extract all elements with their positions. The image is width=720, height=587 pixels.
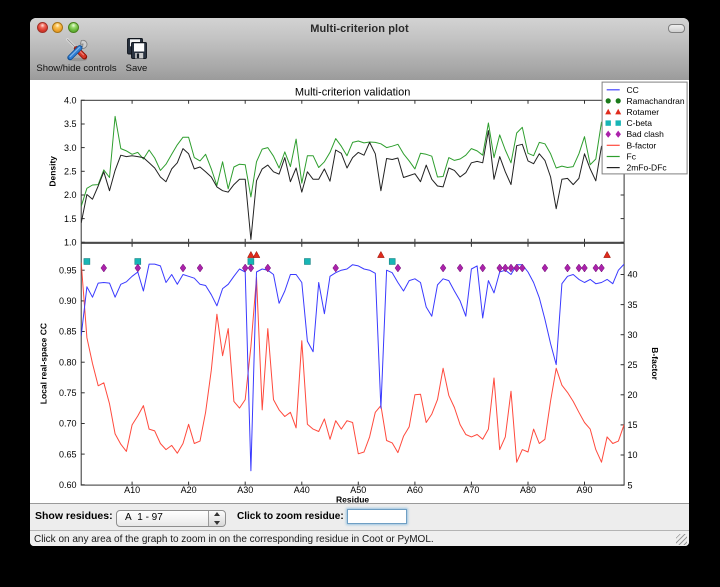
svg-text:0.85: 0.85 — [59, 327, 77, 337]
svg-text:A10: A10 — [124, 485, 140, 495]
svg-text:C-beta: C-beta — [627, 118, 653, 128]
svg-text:10: 10 — [628, 450, 638, 460]
svg-text:0.90: 0.90 — [59, 296, 77, 306]
svg-text:Fc: Fc — [627, 152, 637, 162]
svg-text:2.0: 2.0 — [64, 190, 77, 200]
svg-text:40: 40 — [628, 270, 638, 280]
svg-text:A60: A60 — [407, 485, 423, 495]
svg-text:A20: A20 — [181, 485, 197, 495]
svg-text:Ramachandran: Ramachandran — [627, 96, 685, 106]
svg-text:3.5: 3.5 — [64, 119, 77, 129]
svg-text:4.0: 4.0 — [64, 96, 77, 106]
svg-text:30: 30 — [628, 330, 638, 340]
svg-text:Multi-criterion validation: Multi-criterion validation — [295, 87, 411, 99]
svg-text:0.95: 0.95 — [59, 265, 77, 275]
svg-text:0.65: 0.65 — [59, 449, 77, 459]
svg-text:A30: A30 — [237, 485, 253, 495]
svg-text:A70: A70 — [463, 485, 479, 495]
svg-text:20: 20 — [628, 390, 638, 400]
svg-text:A50: A50 — [350, 485, 366, 495]
svg-text:25: 25 — [628, 360, 638, 370]
svg-text:A90: A90 — [576, 485, 592, 495]
svg-text:A40: A40 — [294, 485, 310, 495]
svg-text:Rotamer: Rotamer — [627, 107, 660, 117]
svg-text:Bad clash: Bad clash — [627, 129, 665, 139]
svg-text:Residue: Residue — [336, 495, 369, 505]
svg-text:35: 35 — [628, 300, 638, 310]
svg-text:CC: CC — [627, 85, 639, 95]
svg-text:2mFo-DFc: 2mFo-DFc — [627, 163, 668, 173]
svg-text:1.0: 1.0 — [64, 238, 77, 248]
svg-text:3.0: 3.0 — [64, 143, 77, 153]
svg-text:Local real-space CC: Local real-space CC — [39, 323, 49, 404]
svg-text:0.70: 0.70 — [59, 419, 77, 429]
svg-text:5: 5 — [628, 480, 633, 490]
svg-text:B-factor: B-factor — [650, 347, 660, 380]
svg-text:A80: A80 — [520, 485, 536, 495]
svg-text:15: 15 — [628, 420, 638, 430]
svg-text:0.80: 0.80 — [59, 357, 77, 367]
svg-text:1.5: 1.5 — [64, 214, 77, 224]
svg-text:Density: Density — [48, 156, 58, 187]
svg-text:0.75: 0.75 — [59, 388, 77, 398]
svg-text:B-factor: B-factor — [627, 140, 657, 150]
svg-text:2.5: 2.5 — [64, 167, 77, 177]
svg-text:0.60: 0.60 — [59, 480, 77, 490]
